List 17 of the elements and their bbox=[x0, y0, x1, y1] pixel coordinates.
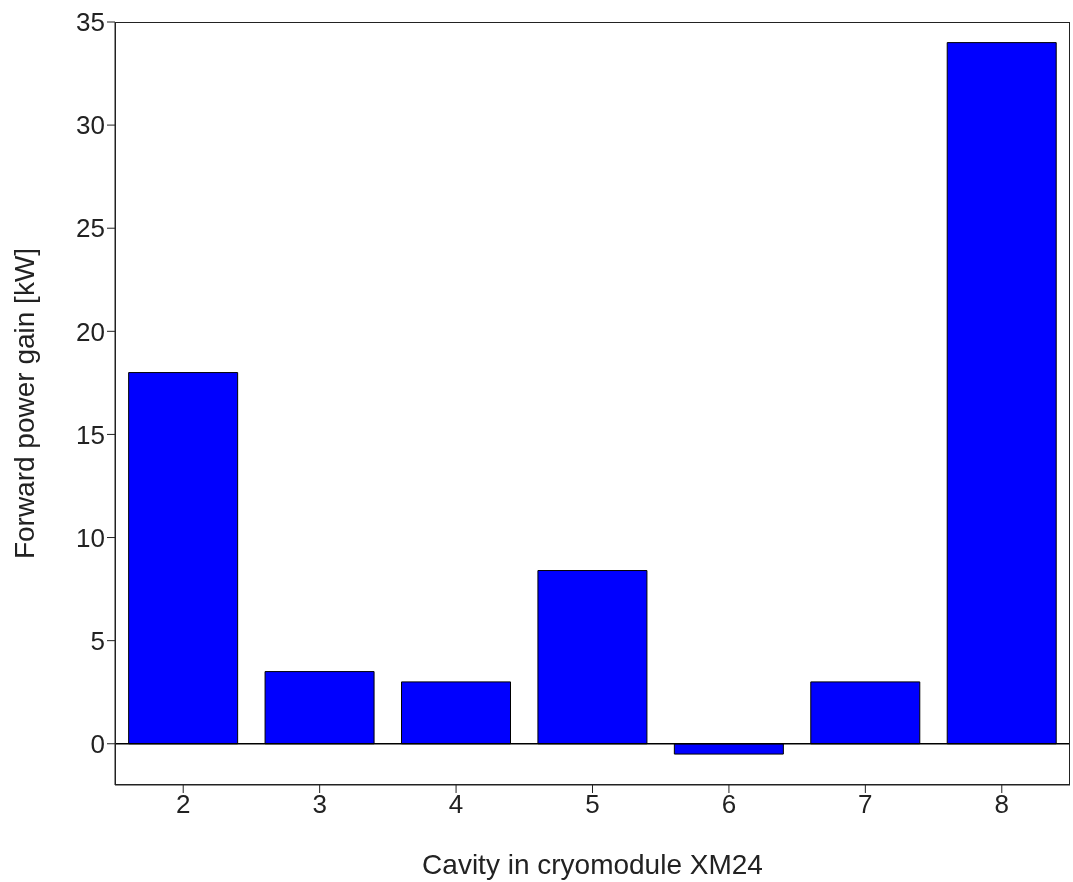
x-axis-title: Cavity in cryomodule XM24 bbox=[422, 849, 763, 880]
y-tick-label: 0 bbox=[90, 728, 105, 759]
y-tick-label: 20 bbox=[76, 316, 105, 347]
x-tick-label: 6 bbox=[721, 789, 737, 820]
x-tick-label: 8 bbox=[994, 789, 1010, 820]
y-tick-label: 5 bbox=[90, 625, 105, 656]
y-tick-label: 15 bbox=[76, 419, 105, 450]
x-tick-label: 2 bbox=[175, 789, 191, 820]
y-tick-label: 10 bbox=[76, 522, 105, 553]
x-tick-label: 5 bbox=[585, 789, 600, 820]
y-tick-label: 35 bbox=[76, 7, 105, 38]
y-tick-label: 30 bbox=[76, 110, 105, 141]
y-tick-label: 25 bbox=[76, 213, 105, 244]
x-tick-label: 3 bbox=[312, 789, 327, 820]
x-tick-label: 7 bbox=[858, 789, 873, 820]
x-tick-label: 4 bbox=[448, 789, 464, 820]
y-axis-title: Forward power gain [kW] bbox=[8, 247, 40, 560]
